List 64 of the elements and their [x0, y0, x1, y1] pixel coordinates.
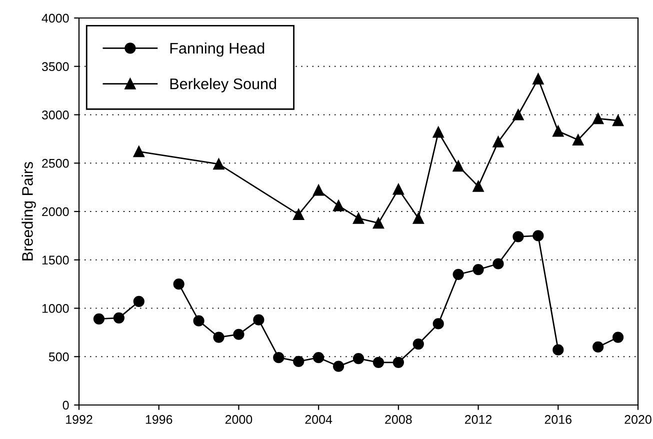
point	[392, 356, 404, 368]
point	[592, 341, 604, 353]
point	[592, 113, 604, 124]
point	[492, 258, 504, 270]
x-tick-label: 2008	[385, 415, 412, 424]
x-tick-label: 2012	[465, 415, 492, 424]
point	[452, 268, 464, 280]
point	[352, 212, 364, 224]
point	[492, 136, 504, 148]
point	[532, 73, 544, 85]
point	[612, 332, 624, 343]
point	[352, 353, 364, 364]
point	[313, 184, 324, 196]
point	[412, 212, 424, 224]
y-tick-label: 1500	[42, 256, 69, 265]
y-tick-label: 0	[62, 400, 69, 410]
point	[113, 312, 124, 324]
x-tick-label: 1992	[66, 415, 92, 424]
point	[572, 134, 584, 146]
x-tick-label: 2020	[624, 415, 652, 424]
point	[213, 158, 224, 170]
y-tick-label: 500	[48, 352, 69, 362]
legend-label: Berkeley Sound	[170, 78, 276, 92]
point	[253, 314, 264, 326]
point	[452, 160, 464, 172]
point	[133, 296, 144, 308]
point	[273, 352, 284, 364]
y-tick-label: 4000	[42, 14, 69, 23]
point	[193, 315, 204, 326]
point	[612, 115, 624, 126]
y-axis-title: Breeding Pairs	[22, 162, 36, 260]
point	[432, 318, 444, 330]
point	[173, 278, 184, 290]
point	[432, 126, 444, 138]
x-tick-label: 2016	[544, 415, 572, 424]
point	[412, 338, 424, 350]
point	[472, 180, 484, 192]
point	[93, 313, 105, 324]
y-tick-label: 3500	[42, 62, 69, 72]
point	[293, 208, 304, 220]
point	[133, 146, 144, 158]
point	[293, 356, 304, 368]
legend-label: Fanning Head	[170, 42, 264, 57]
x-tick-label: 1996	[146, 415, 172, 424]
point	[392, 184, 404, 195]
point	[512, 109, 524, 120]
point	[532, 230, 544, 242]
y-tick-label: 2500	[42, 158, 69, 168]
point	[313, 352, 324, 364]
x-tick-label: 2000	[225, 415, 252, 424]
point	[233, 328, 244, 340]
x-tick-label: 2004	[305, 415, 332, 424]
point	[332, 360, 344, 372]
point	[512, 231, 524, 242]
point	[332, 200, 344, 212]
point	[552, 344, 564, 356]
y-tick-label: 3000	[42, 110, 69, 120]
point	[372, 218, 384, 229]
y-tick-label: 2000	[42, 207, 69, 216]
point	[472, 264, 484, 276]
point	[552, 126, 564, 137]
point	[372, 356, 384, 368]
point	[213, 332, 224, 343]
y-tick-label: 1000	[42, 304, 69, 313]
